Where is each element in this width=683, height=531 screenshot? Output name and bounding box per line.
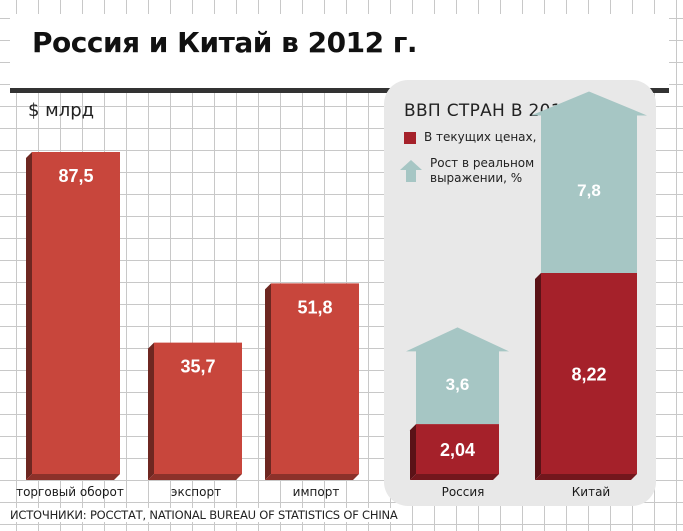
gdp-bar-base	[410, 474, 499, 480]
legend-label-real-growth: Рост в реальном выражении, %	[430, 156, 535, 185]
trade-bar	[32, 152, 120, 474]
trade-category-label: импорт	[293, 485, 340, 499]
trade-bar-side	[265, 283, 271, 480]
gdp-bar-base	[535, 474, 637, 480]
trade-bar	[154, 342, 242, 474]
trade-chart: 87,5 торговый оборот 35,7 экспорт 51,8 импорт	[16, 152, 359, 499]
trade-bar-side	[26, 152, 32, 480]
gdp-category-label: Китай	[572, 485, 610, 499]
trade-bar-value-label: 87,5	[58, 166, 93, 186]
trade-bar-base	[26, 474, 120, 480]
trade-category-label: экспорт	[171, 485, 221, 499]
gdp-growth-value-label: 7,8	[577, 181, 601, 200]
gdp-bar-value-label: 2,04	[440, 440, 475, 460]
gdp-bar	[541, 273, 637, 474]
gdp-category-label: Россия	[442, 485, 485, 499]
legend-swatch-current-prices	[404, 132, 416, 144]
gdp-growth-arrow	[531, 91, 647, 273]
gdp-growth-value-label: 3,6	[446, 375, 470, 394]
page-title: Россия и Китай в 2012 г.	[32, 26, 418, 59]
gdp-growth-arrow	[406, 327, 509, 425]
gdp-chart: 3,6 2,04 Россия 7,8 8,22 Китай	[406, 91, 647, 499]
legend-arrow-up-icon	[400, 160, 422, 182]
title-box: Россия и Китай в 2012 г.	[10, 14, 669, 93]
gdp-bar-value-label: 8,22	[571, 365, 606, 385]
trade-category-label: торговый оборот	[16, 485, 124, 499]
trade-bar-side	[148, 342, 154, 480]
trade-bar-value-label: 51,8	[297, 297, 332, 317]
trade-bar	[271, 283, 359, 474]
gdp-bar	[416, 424, 499, 474]
trade-bar-base	[148, 474, 242, 480]
gdp-bar-side	[410, 424, 416, 480]
source-note: ИСТОЧНИКИ: РОССТАТ, NATIONAL BUREAU OF S…	[10, 508, 402, 522]
gdp-bar-side	[535, 273, 541, 480]
trade-unit-label: $ млрд	[28, 100, 95, 121]
trade-bar-base	[265, 474, 359, 480]
trade-bar-value-label: 35,7	[180, 357, 215, 377]
